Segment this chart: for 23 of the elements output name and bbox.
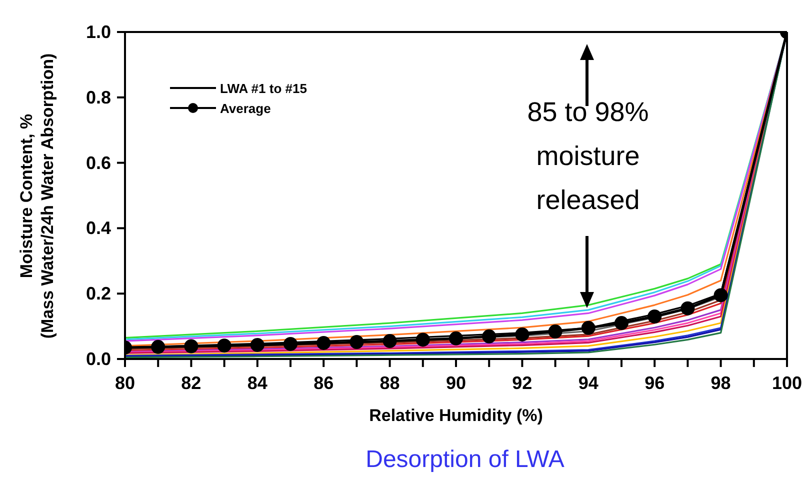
- annotation: 85 to 98% moisture released: [526, 96, 650, 217]
- x-tick-label: 98: [710, 373, 731, 393]
- x-tick-label: 86: [314, 373, 334, 393]
- x-tick-label: 80: [114, 373, 136, 393]
- y-tick-label: 0.4: [86, 218, 111, 238]
- x-tick-label: 84: [247, 373, 268, 393]
- legend-label: Average: [220, 100, 271, 116]
- y-axis-title: Moisture Content, % (Mass Water/24h Water Absorption): [17, 53, 57, 339]
- x-tick-label: 100: [772, 373, 802, 393]
- y-tick-label: 0.0: [86, 349, 111, 369]
- y-tick-label: 0.8: [86, 87, 111, 108]
- x-tick-label: 88: [380, 373, 400, 393]
- x-axis-title: Relative Humidity (%): [369, 406, 543, 425]
- x-tick-label: 94: [578, 373, 598, 393]
- legend-label: LWA #1 to #15: [220, 80, 307, 96]
- y-tick-label: 1.0: [86, 22, 111, 42]
- x-tick-label: 92: [512, 373, 532, 393]
- text: Desorption of LWA: [366, 446, 564, 473]
- x-tick-label: 90: [446, 373, 466, 393]
- y-tick-label: 0.2: [86, 284, 111, 304]
- x-tick-label: 96: [644, 373, 665, 393]
- y-tick-label: 0.6: [86, 152, 111, 173]
- x-tick-label: 82: [181, 373, 202, 393]
